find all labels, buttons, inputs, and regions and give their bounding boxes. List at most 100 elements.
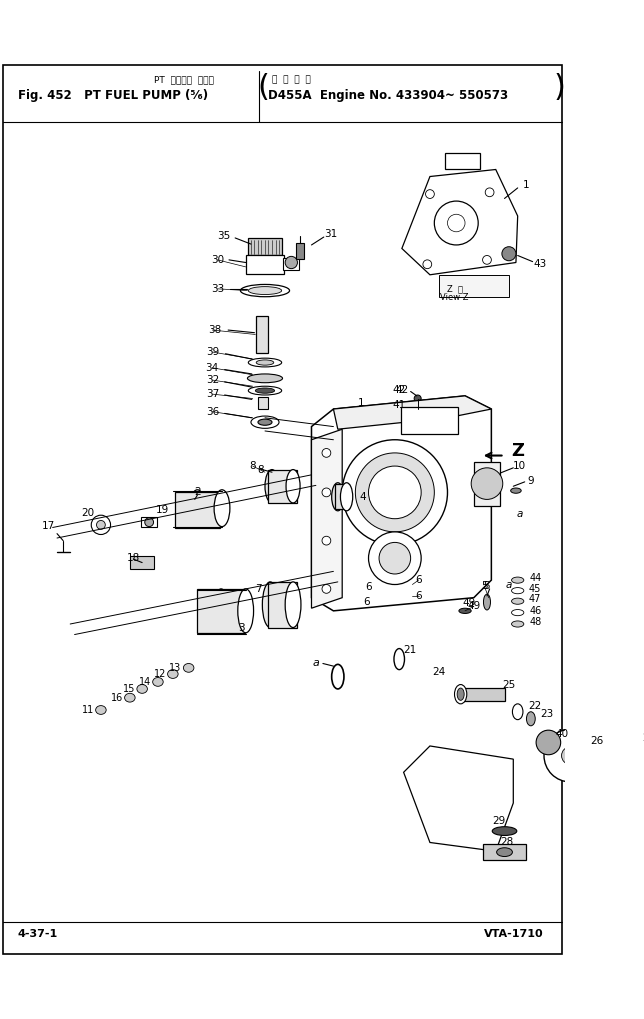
Polygon shape — [404, 746, 513, 851]
Ellipse shape — [255, 388, 274, 393]
Text: 48: 48 — [529, 618, 542, 628]
Ellipse shape — [189, 490, 205, 527]
Bar — [474, 462, 500, 505]
Ellipse shape — [249, 386, 281, 395]
Ellipse shape — [262, 582, 278, 628]
Text: 26: 26 — [590, 736, 603, 746]
Bar — [245, 255, 284, 274]
Text: 6: 6 — [365, 582, 372, 592]
Ellipse shape — [214, 490, 230, 527]
Polygon shape — [402, 169, 518, 275]
Text: 20: 20 — [81, 507, 94, 518]
Text: a: a — [516, 510, 523, 520]
Text: 39: 39 — [205, 347, 219, 357]
Circle shape — [91, 516, 111, 535]
Text: 3: 3 — [238, 624, 245, 634]
Ellipse shape — [394, 648, 404, 669]
Bar — [249, 237, 281, 256]
Text: 10: 10 — [513, 461, 526, 471]
Ellipse shape — [511, 577, 524, 583]
Text: 49: 49 — [467, 601, 480, 611]
Text: 16: 16 — [111, 693, 123, 703]
Text: 35: 35 — [217, 231, 231, 242]
Text: 22: 22 — [529, 701, 542, 710]
Ellipse shape — [249, 286, 281, 294]
Ellipse shape — [137, 685, 147, 693]
Bar — [130, 556, 155, 569]
Ellipse shape — [492, 826, 516, 836]
Ellipse shape — [513, 704, 523, 719]
Text: 47: 47 — [529, 594, 542, 604]
Ellipse shape — [286, 470, 300, 503]
Text: 2: 2 — [194, 487, 201, 497]
Text: 6: 6 — [363, 597, 370, 607]
Circle shape — [482, 256, 491, 264]
Ellipse shape — [457, 688, 464, 700]
Ellipse shape — [511, 588, 524, 594]
Text: 29: 29 — [492, 815, 505, 825]
Text: 45: 45 — [529, 584, 542, 594]
Text: Fig. 452   PT FUEL PUMP (⁵⁄₆): Fig. 452 PT FUEL PUMP (⁵⁄₆) — [17, 90, 207, 102]
Text: (: ( — [258, 73, 269, 102]
Ellipse shape — [341, 483, 353, 511]
Text: 18: 18 — [127, 553, 140, 564]
Text: 12: 12 — [153, 669, 166, 679]
Ellipse shape — [497, 848, 513, 857]
Text: 33: 33 — [211, 284, 224, 293]
Circle shape — [322, 536, 331, 545]
Ellipse shape — [511, 598, 524, 604]
Circle shape — [423, 260, 431, 269]
Ellipse shape — [167, 669, 178, 679]
Ellipse shape — [240, 284, 290, 297]
Text: 6: 6 — [415, 591, 422, 601]
Text: 1: 1 — [523, 180, 530, 191]
Circle shape — [544, 730, 596, 782]
Text: 24: 24 — [432, 667, 446, 678]
Polygon shape — [312, 395, 491, 610]
Text: 42: 42 — [393, 385, 406, 394]
Text: View Z: View Z — [440, 293, 469, 302]
Text: 40: 40 — [555, 729, 568, 739]
Ellipse shape — [96, 705, 106, 714]
Ellipse shape — [124, 693, 135, 702]
Circle shape — [471, 468, 503, 499]
Bar — [269, 470, 297, 503]
Text: 34: 34 — [205, 363, 218, 373]
Circle shape — [414, 395, 421, 403]
Text: Z: Z — [511, 442, 524, 461]
Circle shape — [434, 201, 478, 245]
Ellipse shape — [251, 416, 279, 428]
Bar — [141, 517, 157, 528]
Text: 6: 6 — [415, 575, 422, 585]
Text: 1: 1 — [358, 397, 365, 408]
Circle shape — [355, 452, 434, 532]
Bar — [197, 589, 245, 633]
Text: 27: 27 — [643, 733, 644, 743]
Circle shape — [368, 532, 421, 585]
Text: 31: 31 — [324, 229, 337, 239]
Bar — [269, 582, 297, 628]
Text: 4: 4 — [359, 492, 366, 501]
Circle shape — [598, 727, 644, 794]
Text: PT  フェエル  ボンプ: PT フェエル ボンプ — [153, 75, 213, 85]
Circle shape — [368, 466, 421, 519]
Text: 32: 32 — [205, 375, 219, 385]
Text: 4-37-1: 4-37-1 — [17, 928, 58, 938]
Text: 36: 36 — [207, 407, 220, 417]
Circle shape — [322, 585, 331, 593]
Text: 13: 13 — [169, 663, 182, 673]
Ellipse shape — [332, 664, 344, 689]
Ellipse shape — [265, 470, 279, 503]
Text: 21: 21 — [403, 645, 417, 655]
Text: a: a — [312, 658, 319, 668]
Circle shape — [322, 488, 331, 497]
Polygon shape — [334, 395, 491, 429]
Bar — [175, 491, 220, 529]
Text: VTA-1710: VTA-1710 — [484, 928, 544, 938]
Bar — [258, 396, 269, 409]
Ellipse shape — [184, 663, 194, 673]
Text: 46: 46 — [529, 606, 542, 615]
Circle shape — [426, 190, 434, 199]
Text: 適  用  号  機: 適 用 号 機 — [272, 75, 311, 85]
Text: 7: 7 — [256, 584, 262, 594]
